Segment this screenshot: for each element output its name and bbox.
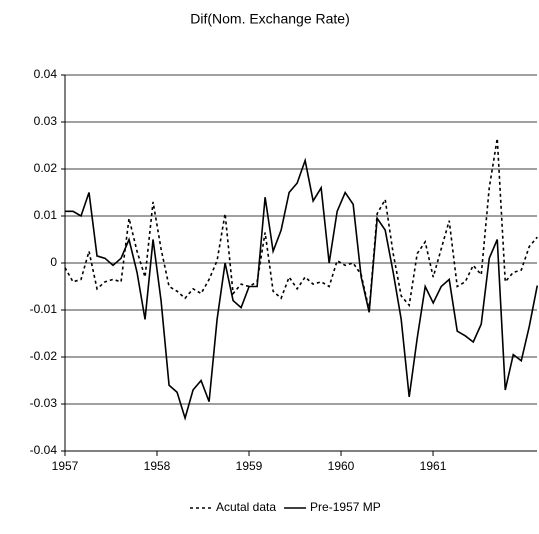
x-tick-label: 1957	[52, 459, 79, 473]
x-tick-label: 1958	[144, 459, 171, 473]
y-tick-label: 0.04	[34, 67, 58, 81]
y-tick-label: -0.02	[30, 349, 58, 363]
x-tick-label: 1961	[420, 459, 447, 473]
series-line	[64, 138, 538, 311]
x-tick-label: 1959	[236, 459, 263, 473]
legend-label: Acutal data	[216, 500, 276, 514]
y-tick-label: 0	[50, 255, 57, 269]
y-tick-label: 0.02	[34, 161, 58, 175]
y-tick-label: 0.03	[34, 114, 58, 128]
y-tick-label: -0.03	[30, 396, 58, 410]
y-tick-label: -0.01	[30, 302, 58, 316]
series-line	[65, 157, 539, 421]
y-tick-label: 0.01	[34, 208, 58, 222]
y-tick-label: -0.04	[30, 443, 58, 457]
chart-title: Dif(Nom. Exchange Rate)	[190, 11, 350, 27]
x-tick-label: 1960	[328, 459, 355, 473]
legend-label: Pre-1957 MP	[310, 500, 381, 514]
